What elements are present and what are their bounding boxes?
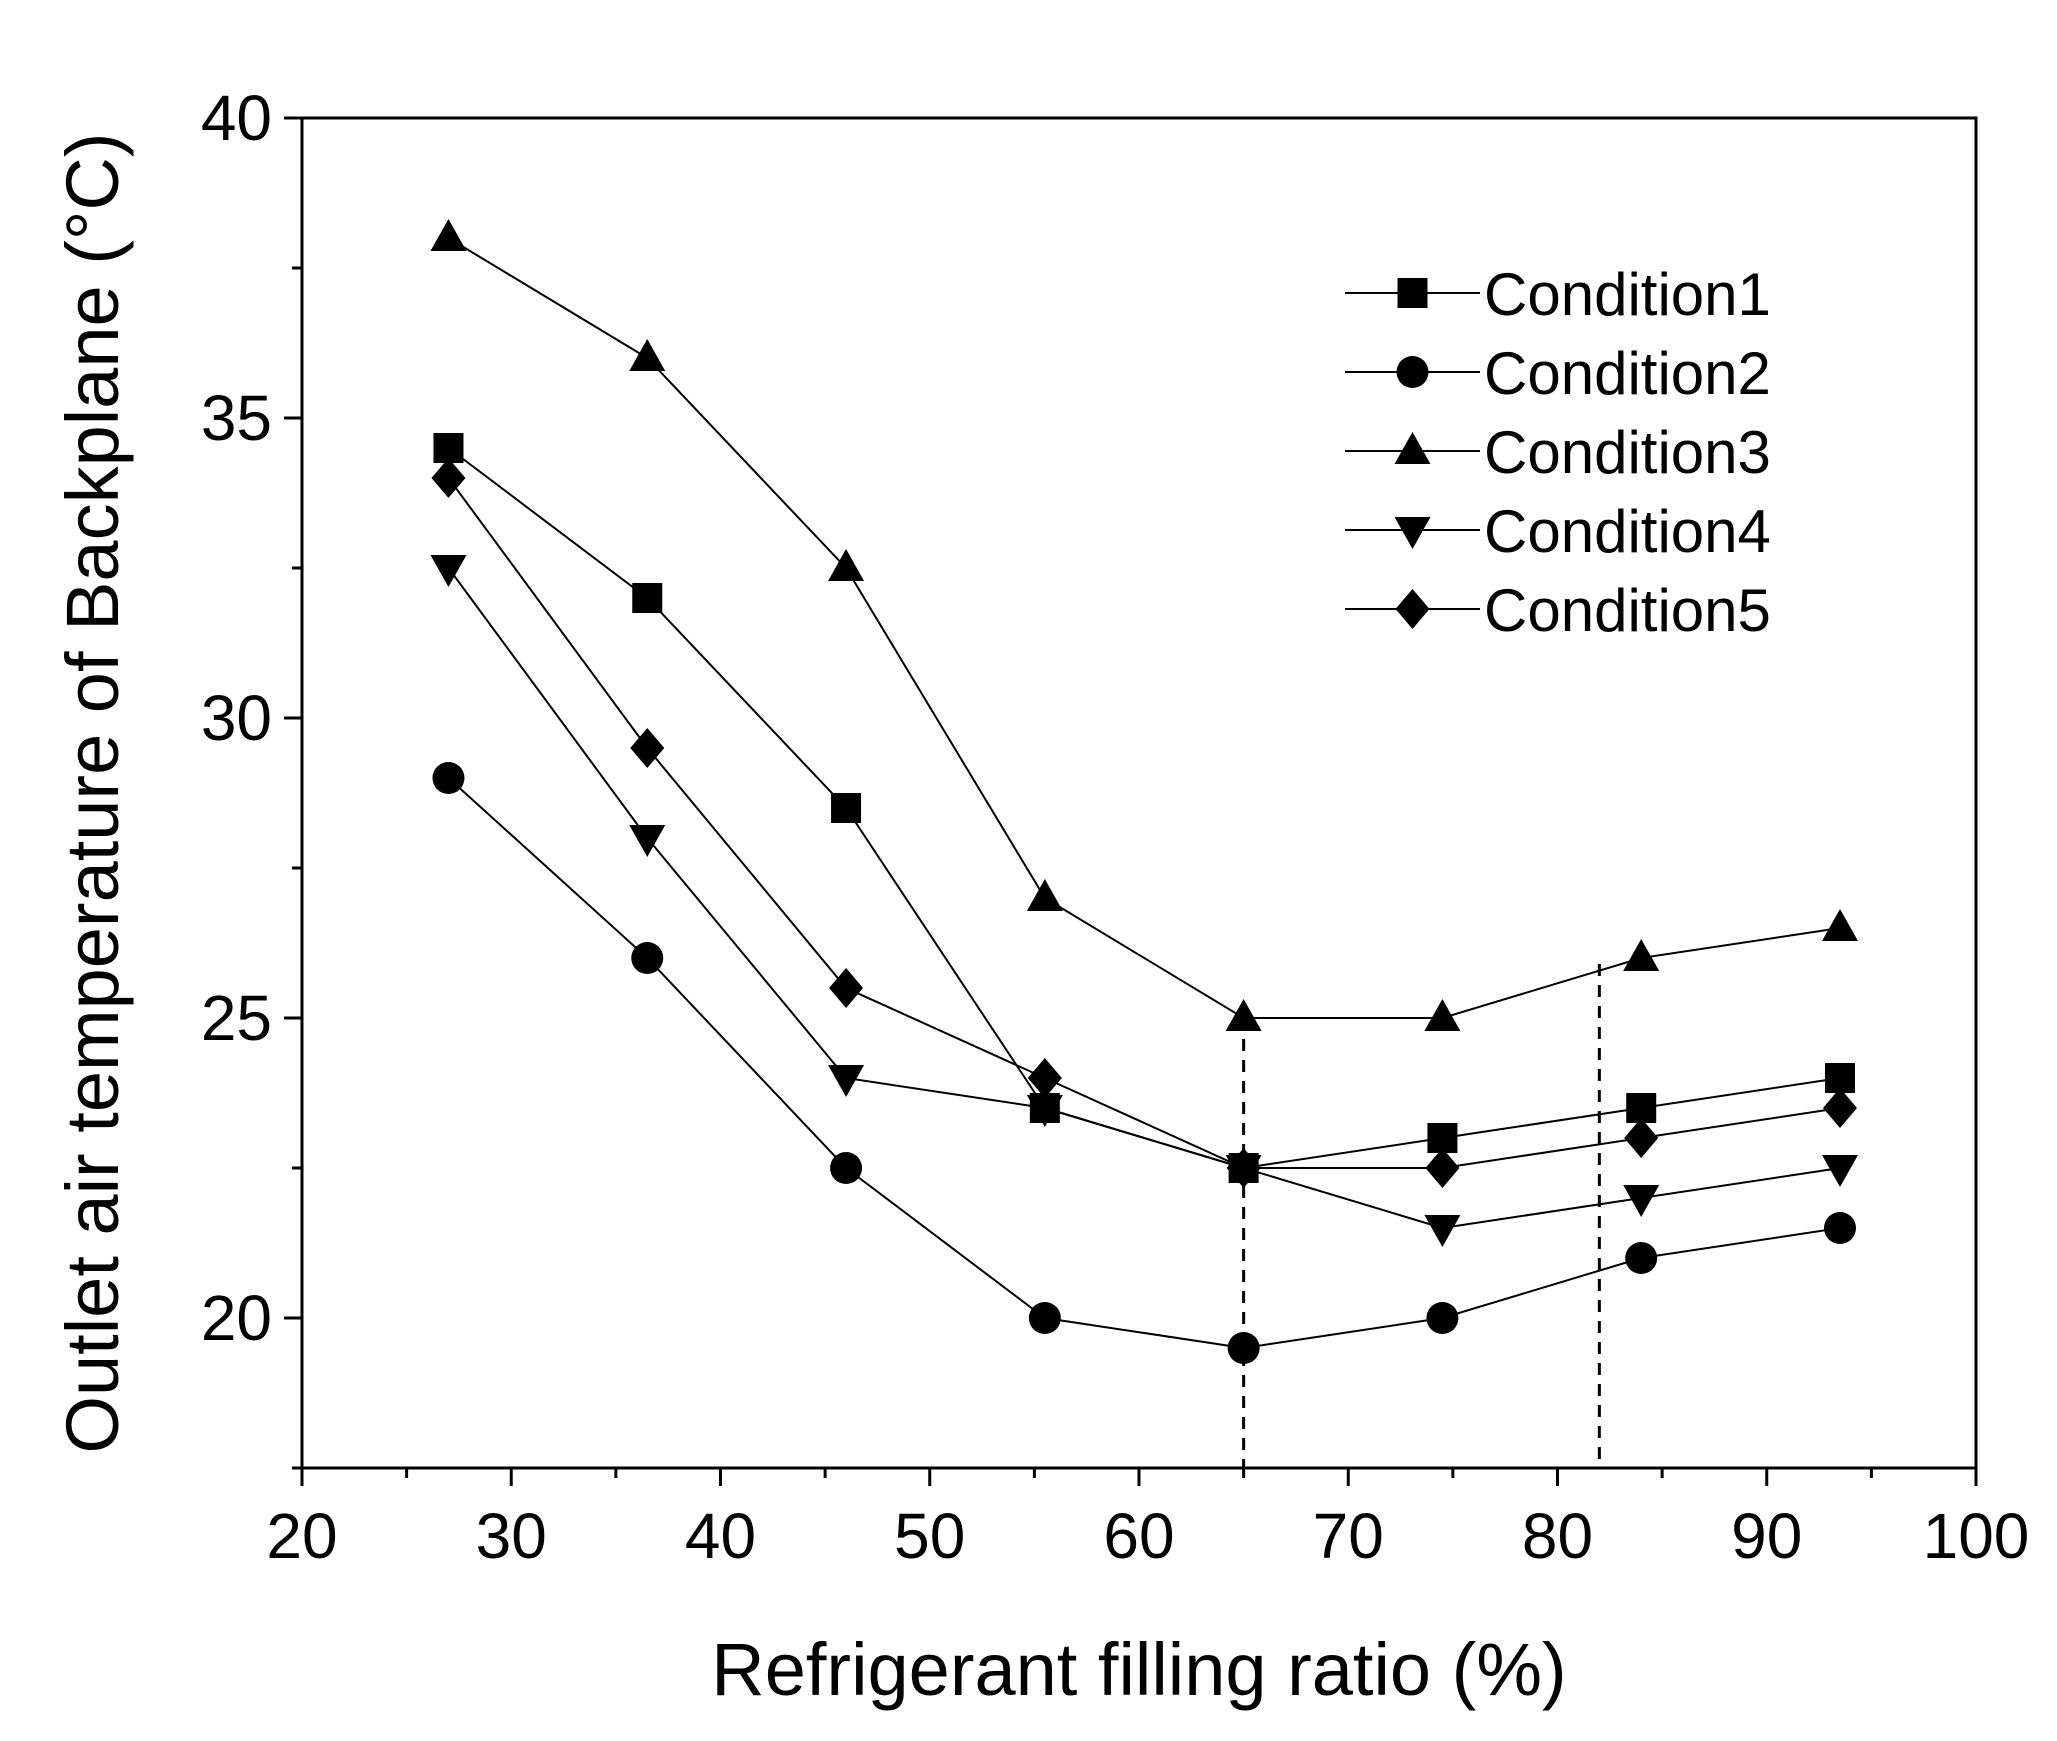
series-Condition3 xyxy=(430,219,1858,1031)
data-point-Condition4-36.5 xyxy=(629,825,666,857)
x-tick-label-90: 90 xyxy=(1731,1500,1802,1572)
series-Condition5 xyxy=(431,458,1857,1188)
data-point-Condition2-27 xyxy=(432,762,465,794)
data-point-Condition5-46 xyxy=(829,968,864,1008)
y-tick-label-40: 40 xyxy=(201,82,272,154)
data-point-Condition4-74.5 xyxy=(1424,1215,1461,1247)
legend-label: Condition1 xyxy=(1484,261,1771,328)
y-tick-label-30: 30 xyxy=(201,682,272,754)
data-point-Condition3-27 xyxy=(430,219,467,251)
data-point-Condition5-36.5 xyxy=(630,728,665,768)
data-point-Condition2-55.5 xyxy=(1028,1302,1061,1334)
data-point-Condition5-27 xyxy=(431,458,466,498)
data-point-Condition4-46 xyxy=(828,1065,865,1097)
data-point-Condition5-93.5 xyxy=(1822,1088,1857,1128)
data-point-Condition5-74.5 xyxy=(1425,1148,1460,1188)
data-point-Condition3-93.5 xyxy=(1821,909,1858,941)
y-axis-label: Outlet air temperature of Backplane (°C) xyxy=(51,132,134,1453)
data-point-Condition1-46 xyxy=(831,793,862,823)
legend-item-Condition3: Condition3 xyxy=(1345,419,1771,486)
data-point-Condition4-55.5 xyxy=(1026,1095,1063,1127)
x-tick-label-100: 100 xyxy=(1923,1500,2030,1572)
data-point-Condition2-36.5 xyxy=(631,942,664,974)
legend-item-Condition2: Condition2 xyxy=(1345,340,1771,407)
series-line-Condition3 xyxy=(447,237,1841,1019)
series-Condition4 xyxy=(430,555,1858,1247)
data-point-Condition5-65 xyxy=(1226,1148,1261,1188)
data-point-Condition3-55.5 xyxy=(1026,879,1063,911)
data-point-Condition3-74.5 xyxy=(1424,999,1461,1031)
x-tick-label-80: 80 xyxy=(1522,1500,1593,1572)
data-point-Condition2-93.5 xyxy=(1823,1212,1856,1244)
legend-item-Condition5: Condition5 xyxy=(1345,577,1771,644)
legend-marker xyxy=(1396,356,1429,388)
legend-label: Condition4 xyxy=(1484,498,1771,565)
series-line-Condition5 xyxy=(447,477,1841,1169)
legend-label: Condition2 xyxy=(1484,340,1771,407)
data-point-Condition4-93.5 xyxy=(1821,1155,1858,1187)
data-point-Condition1-36.5 xyxy=(632,583,663,613)
data-point-Condition2-46 xyxy=(830,1152,863,1184)
x-tick-label-60: 60 xyxy=(1103,1500,1174,1572)
data-point-Condition3-65 xyxy=(1225,999,1262,1031)
x-axis-label: Refrigerant filling ratio (%) xyxy=(711,1628,1566,1711)
x-tick-label-70: 70 xyxy=(1313,1500,1384,1572)
data-point-Condition5-55.5 xyxy=(1027,1058,1062,1098)
y-tick-label-20: 20 xyxy=(201,1282,272,1354)
legend-marker xyxy=(1397,278,1428,308)
x-tick-label-30: 30 xyxy=(476,1500,547,1572)
y-tick-label-35: 35 xyxy=(201,382,272,454)
y-tick-label-25: 25 xyxy=(201,982,272,1054)
legend-marker xyxy=(1395,589,1430,629)
series-line-Condition2 xyxy=(447,777,1841,1350)
data-point-Condition2-74.5 xyxy=(1426,1302,1459,1334)
x-tick-label-50: 50 xyxy=(894,1500,965,1572)
data-point-Condition3-84 xyxy=(1623,939,1660,971)
series-Condition2 xyxy=(432,762,1856,1364)
legend-marker xyxy=(1394,517,1431,549)
legend-item-Condition4: Condition4 xyxy=(1345,498,1771,565)
axis-ticks: 20 30 40 50 60 70 80 90 100 20 25 30 35 40 xyxy=(201,82,2030,1572)
legend-label: Condition5 xyxy=(1484,577,1771,644)
data-point-Condition2-65 xyxy=(1227,1332,1260,1364)
legend: Condition1 Condition2 Condition3 Condition4… xyxy=(1345,261,1771,644)
data-point-Condition3-46 xyxy=(828,549,865,581)
x-tick-label-40: 40 xyxy=(685,1500,756,1572)
data-point-Condition4-27 xyxy=(430,555,467,587)
plot-area xyxy=(300,116,1978,1470)
series-group xyxy=(430,219,1858,1364)
data-point-Condition2-84 xyxy=(1625,1242,1658,1274)
series-line-Condition4 xyxy=(447,567,1841,1230)
legend-item-Condition1: Condition1 xyxy=(1345,261,1771,328)
reference-lines xyxy=(1242,964,1601,1468)
legend-marker xyxy=(1394,432,1431,464)
data-point-Condition4-84 xyxy=(1623,1185,1660,1217)
x-tick-label-20: 20 xyxy=(266,1500,337,1572)
legend-label: Condition3 xyxy=(1484,419,1771,486)
data-point-Condition5-84 xyxy=(1624,1118,1659,1158)
data-point-Condition3-36.5 xyxy=(629,339,666,371)
